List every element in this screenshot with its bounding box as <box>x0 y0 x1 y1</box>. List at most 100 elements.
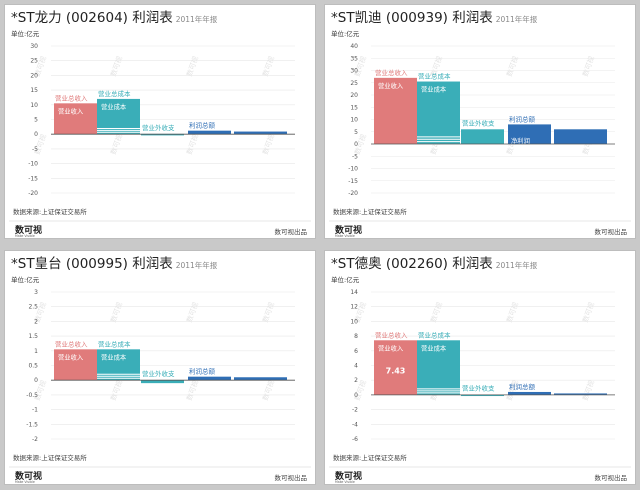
y-tick-label: 6 <box>354 348 358 355</box>
watermark-text: 数可视 <box>580 379 596 402</box>
watermark-text: 数可视 <box>260 133 276 156</box>
watermark-text: 数可视 <box>184 133 200 156</box>
label-total-revenue: 营业总收入 <box>55 93 88 102</box>
y-tick-label: -0.5 <box>26 392 38 399</box>
y-tick-label: 30 <box>350 68 358 75</box>
chart-panel-huangtai: 数可视 数可视 数可视 数可视 数可视 数可视 数可视 数可视 *ST皇台 (000995) 利… <box>4 250 316 485</box>
watermark-text: 数可视 <box>108 55 124 78</box>
label-nonop: 营业外收支 <box>462 118 495 127</box>
y-tick-label: 20 <box>350 92 358 99</box>
y-tick-label: 10 <box>30 102 38 109</box>
y-tick-label: -10 <box>28 161 38 168</box>
brand-logo-text: 数可视 <box>15 470 42 482</box>
data-source: 数据来源:上证保证交易所 <box>333 453 407 462</box>
y-tick-label: -1.5 <box>26 421 38 428</box>
label-net-profit: 净利润 <box>511 136 530 145</box>
bar-total-revenue <box>374 77 417 144</box>
label-nonop: 营业外收支 <box>142 369 175 378</box>
bar-total-cost <box>417 340 460 395</box>
brand-logo-text: 数可视 <box>335 470 362 482</box>
y-tick-label: -5 <box>32 146 38 153</box>
label-cost: 营业成本 <box>101 352 127 361</box>
y-tick-label: -6 <box>352 436 358 443</box>
y-tick-label: -15 <box>28 175 38 182</box>
report-period: 2011年年报 <box>176 14 218 24</box>
brand-credit: 数可视出品 <box>595 473 628 482</box>
watermark-text: 数可视 <box>108 379 124 402</box>
y-tick-label: 25 <box>350 80 358 87</box>
label-total-cost: 营业总成本 <box>418 330 451 339</box>
watermark-text: 数可视 <box>184 55 200 78</box>
y-tick-label: -15 <box>348 178 358 185</box>
unit-label: 单位:亿元 <box>11 275 40 284</box>
y-tick-label: 40 <box>350 43 358 50</box>
chart-panel-longli: 数可视 数可视 数可视 数可视 数可视 数可视 数可视 数可视 *ST龙力 (002604) 利… <box>4 4 316 239</box>
watermark-text: 数可视 <box>108 301 124 324</box>
y-tick-label: 14 <box>350 289 358 296</box>
y-tick-label: 0 <box>354 392 358 399</box>
bar-net-profit <box>554 129 607 144</box>
label-revenue: 营业收入 <box>58 106 84 115</box>
bar-nonop <box>461 129 504 144</box>
label-total-profit: 利润总额 <box>189 367 216 376</box>
y-tick-label: 0 <box>354 141 358 148</box>
brand-credit: 数可视出品 <box>275 227 308 236</box>
label-revenue: 营业收入 <box>58 352 84 361</box>
label-total-profit: 利润总额 <box>509 382 536 391</box>
y-tick-label: 0 <box>34 377 38 384</box>
bar-total-revenue <box>54 103 97 135</box>
y-tick-label: 20 <box>30 72 38 79</box>
watermark-text: 数可视 <box>184 301 200 324</box>
chart-title: *ST凯迪 (000939) 利润表 2011年年报 <box>331 10 538 26</box>
y-tick-label: 15 <box>30 87 38 94</box>
label-revenue: 营业收入 <box>378 81 404 90</box>
bar-total-cost <box>97 349 140 381</box>
label-total-profit: 利润总额 <box>189 121 216 130</box>
watermark-text: 数可视 <box>260 379 276 402</box>
label-cost: 营业成本 <box>421 343 447 352</box>
bar-total-profit <box>188 130 231 135</box>
label-total-cost: 营业总成本 <box>98 89 131 98</box>
y-tick-label: 25 <box>30 58 38 65</box>
y-tick-label: 1.5 <box>28 333 38 340</box>
y-tick-label: -1 <box>32 407 38 414</box>
bar-net-profit <box>554 393 607 395</box>
watermark-text: 数可视 <box>504 301 520 324</box>
brand-logo-text: 数可视 <box>335 224 362 236</box>
y-tick-label: 10 <box>350 117 358 124</box>
y-tick-label: -20 <box>348 190 358 197</box>
watermark-text: 数可视 <box>184 379 200 402</box>
brand-logo-sub: Make Visible <box>15 234 35 238</box>
y-tick-label: -10 <box>348 166 358 173</box>
bar-total-profit <box>508 391 551 395</box>
label-total-cost: 营业总成本 <box>418 72 451 81</box>
bar-total-profit <box>508 124 551 144</box>
y-tick-label: 2.5 <box>28 304 38 311</box>
report-period: 2011年年报 <box>496 260 538 270</box>
bar-total-profit <box>188 376 231 381</box>
watermark-text: 数可视 <box>428 301 444 324</box>
bar-total-cost <box>417 81 460 144</box>
brand-logo-sub: Make Visible <box>335 234 355 238</box>
y-tick-label: 1 <box>34 348 38 355</box>
brand-logo-text: 数可视 <box>15 224 42 236</box>
watermark-text: 数可视 <box>108 133 124 156</box>
y-tick-label: 0 <box>34 131 38 138</box>
y-tick-label: 15 <box>350 104 358 111</box>
bar-nonop <box>141 133 184 136</box>
unit-label: 单位:亿元 <box>11 29 40 38</box>
y-tick-label: 30 <box>30 43 38 50</box>
unit-label: 单位:亿元 <box>331 29 360 38</box>
bar-total-revenue <box>54 349 97 381</box>
bar-net-profit <box>234 377 287 381</box>
y-tick-label: -2 <box>352 407 358 414</box>
bar-nonop <box>141 380 184 384</box>
y-tick-label: 35 <box>350 55 358 62</box>
data-label-revenue: 7.43 <box>386 367 406 376</box>
y-tick-label: 3 <box>34 289 38 296</box>
